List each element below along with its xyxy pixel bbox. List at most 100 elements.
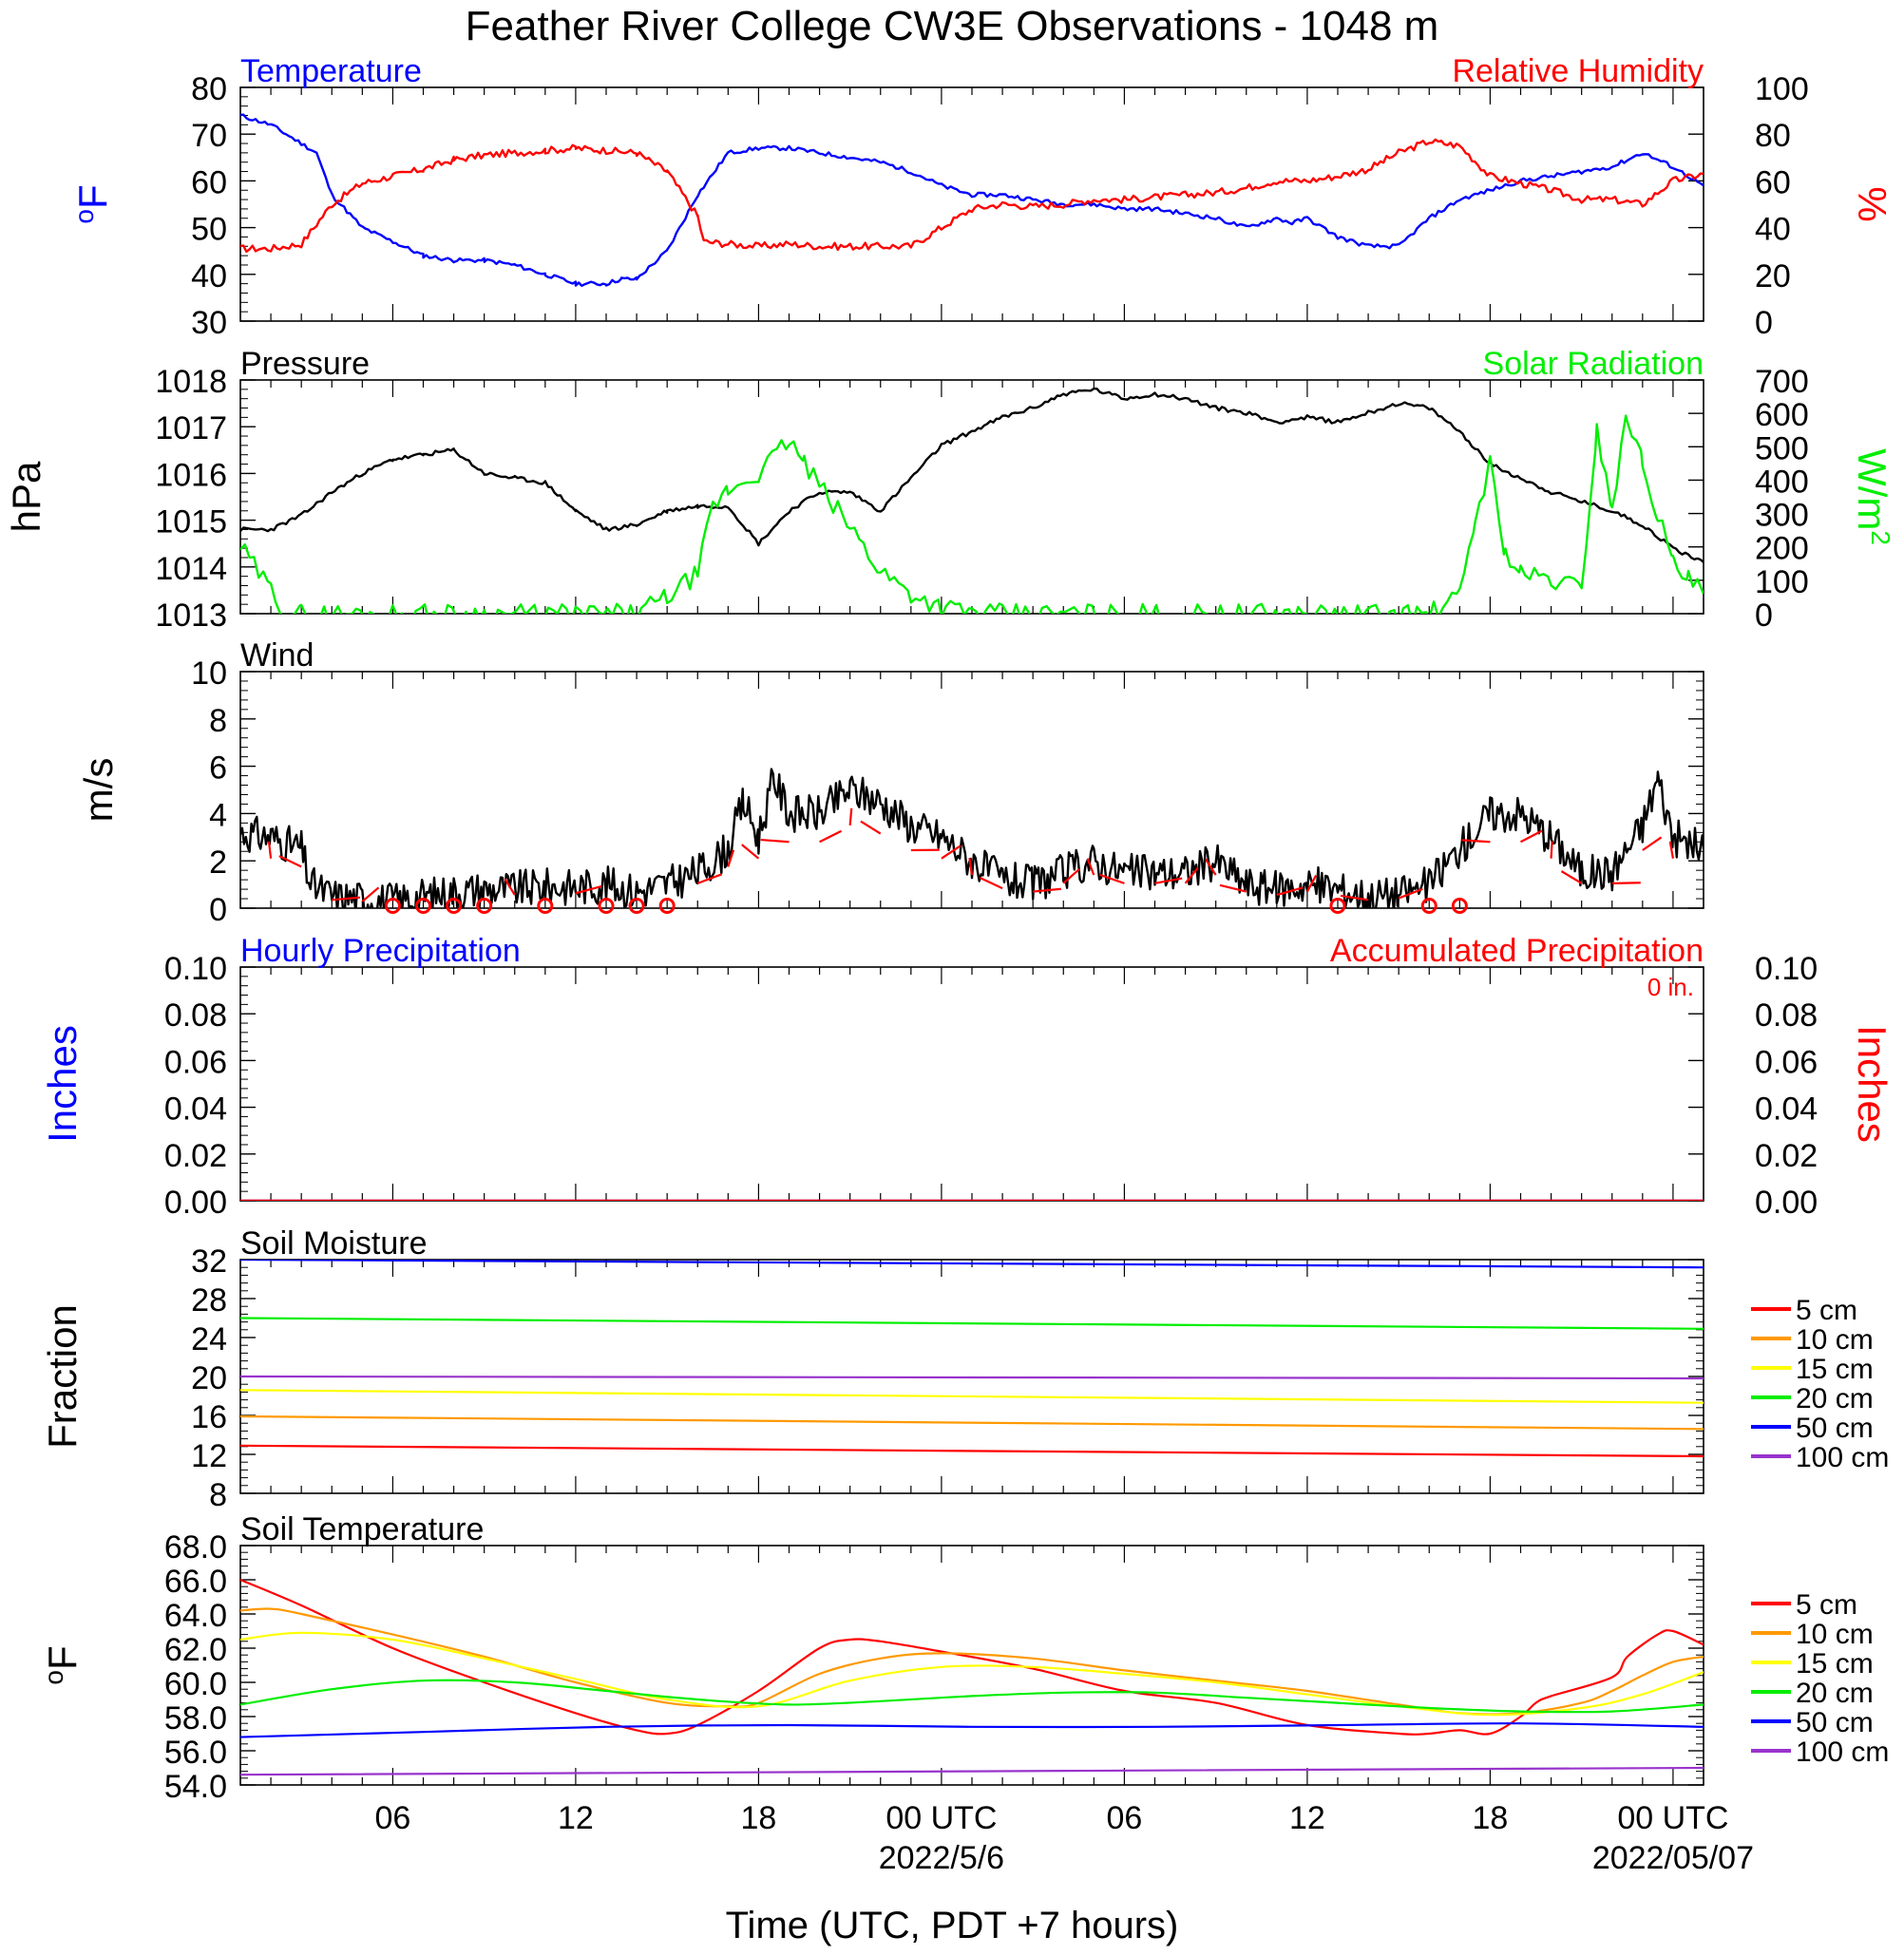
y-left-tick-label: 80 bbox=[191, 71, 227, 107]
series-line-relative-humidity bbox=[240, 138, 1704, 254]
y-right-tick-label: 600 bbox=[1755, 397, 1809, 433]
series-group bbox=[240, 768, 1704, 908]
x-tick-label: 12 bbox=[558, 1800, 594, 1836]
wind-barb bbox=[941, 845, 962, 860]
y-right-tick-label: 0 bbox=[1755, 305, 1773, 341]
legend-label: 100 cm bbox=[1796, 1737, 1889, 1768]
x-tick-label: 18 bbox=[741, 1800, 777, 1836]
wind-barb bbox=[1340, 894, 1369, 902]
y-left-tick-label: 2 bbox=[209, 845, 227, 881]
series-line-15-cm bbox=[240, 1631, 1704, 1717]
panel-title-left: Soil Temperature bbox=[240, 1511, 484, 1547]
accumulated-precip-total: 0 in. bbox=[1647, 973, 1694, 1001]
series-line-50-cm bbox=[240, 1722, 1704, 1738]
wind-barb bbox=[1062, 868, 1080, 884]
y-left-tick-label: 20 bbox=[191, 1360, 227, 1396]
calm-wind-marker bbox=[537, 898, 554, 915]
legend-label: 10 cm bbox=[1796, 1619, 1874, 1650]
wind-barb bbox=[332, 896, 361, 902]
calm-wind-marker bbox=[598, 898, 615, 915]
calm-wind-marker bbox=[1420, 898, 1438, 915]
y-left-tick-label: 12 bbox=[191, 1438, 227, 1474]
series-line-5-cm bbox=[240, 1444, 1704, 1458]
y-left-tick-label: 68.0 bbox=[164, 1529, 227, 1566]
panel-frame bbox=[239, 86, 1704, 322]
wind-barb bbox=[741, 844, 760, 860]
y-right-axis-label: Inches bbox=[1850, 1025, 1894, 1143]
wind-barb bbox=[575, 884, 602, 895]
y-right-tick-label: 0.04 bbox=[1755, 1091, 1818, 1128]
series-group bbox=[240, 1260, 1704, 1458]
wind-barb bbox=[267, 841, 273, 859]
y-left-tick-label: 60 bbox=[191, 164, 227, 200]
y-left-tick-label: 64.0 bbox=[164, 1598, 227, 1634]
wind-barb bbox=[1099, 873, 1125, 884]
calm-wind-marker bbox=[476, 898, 493, 915]
wind-barb bbox=[860, 820, 882, 835]
chart-title: Feather River College CW3E Observations … bbox=[466, 3, 1439, 49]
y-left-tick-label: 1014 bbox=[155, 551, 227, 587]
panel-frame bbox=[239, 966, 1704, 1202]
calm-wind-marker bbox=[384, 898, 401, 915]
legend-label: 50 cm bbox=[1796, 1707, 1874, 1738]
y-left-axis-label: oF bbox=[39, 1645, 85, 1684]
wind-barb bbox=[696, 873, 723, 884]
wind-barb bbox=[1461, 839, 1491, 844]
legend-label: 15 cm bbox=[1796, 1648, 1874, 1680]
y-right-tick-label: 700 bbox=[1755, 364, 1809, 400]
y-left-tick-label: 54.0 bbox=[164, 1769, 227, 1805]
y-right-tick-label: 500 bbox=[1755, 430, 1809, 466]
wind-barb bbox=[1276, 886, 1304, 897]
y-left-tick-label: 56.0 bbox=[164, 1735, 227, 1771]
wind-barb bbox=[1204, 858, 1217, 876]
wind-barb bbox=[361, 886, 380, 902]
legend-label: 10 cm bbox=[1796, 1324, 1874, 1356]
wind-barb bbox=[1086, 858, 1095, 876]
series-group bbox=[240, 113, 1704, 287]
panel-title-right: Solar Radiation bbox=[1483, 346, 1704, 382]
y-left-tick-label: 40 bbox=[191, 258, 227, 294]
panel-precipitation: 0.00 0.02 0.04 0.06 0.08 0.10 0.00 0.02 0.04 0.06… bbox=[40, 933, 1894, 1221]
legend-label: 20 cm bbox=[1796, 1678, 1874, 1709]
y-right-tick-label: 0.10 bbox=[1755, 951, 1818, 987]
wind-barb bbox=[278, 855, 302, 868]
y-right-tick-label: 0.08 bbox=[1755, 997, 1818, 1034]
series-line-50-cm bbox=[240, 1260, 1704, 1269]
y-left-tick-label: 30 bbox=[191, 305, 227, 341]
series-line-20-cm bbox=[240, 1679, 1704, 1714]
x-tick-label: 12 bbox=[1289, 1800, 1325, 1836]
wind-barb bbox=[848, 807, 853, 826]
panel-title-left: Wind bbox=[240, 637, 314, 674]
y-right-tick-label: 0 bbox=[1755, 598, 1773, 634]
y-left-tick-label: 32 bbox=[191, 1243, 227, 1280]
calm-wind-marker bbox=[658, 898, 676, 915]
y-left-tick-label: 0.00 bbox=[164, 1185, 227, 1221]
y-right-tick-label: 200 bbox=[1755, 531, 1809, 567]
x-date-label: 2022/5/6 bbox=[879, 1840, 1004, 1876]
wind-barb bbox=[979, 877, 1003, 890]
y-left-tick-label: 0.06 bbox=[164, 1044, 227, 1080]
panel-title-left: Hourly Precipitation bbox=[240, 933, 521, 969]
x-tick-label: 18 bbox=[1473, 1800, 1509, 1836]
y-right-tick-label: 400 bbox=[1755, 464, 1809, 500]
y-left-tick-label: 24 bbox=[191, 1321, 227, 1357]
y-left-axis-label: Fraction bbox=[40, 1304, 85, 1449]
x-axis-label: Time (UTC, PDT +7 hours) bbox=[726, 1905, 1179, 1946]
series-line-100-cm bbox=[240, 1766, 1704, 1776]
y-right-tick-label: 300 bbox=[1755, 498, 1809, 534]
panel-soil-temperature: 54.056.058.060.062.064.066.068.0 Soil Tem… bbox=[39, 1511, 1889, 1805]
wind-barb bbox=[968, 858, 974, 876]
y-right-tick-label: 0.06 bbox=[1755, 1044, 1818, 1080]
calm-wind-marker bbox=[628, 898, 645, 915]
y-left-tick-label: 16 bbox=[191, 1399, 227, 1435]
x-tick-label: 00 UTC bbox=[885, 1800, 997, 1836]
y-left-tick-label: 4 bbox=[209, 797, 227, 833]
y-left-tick-label: 8 bbox=[209, 703, 227, 739]
legend-label: 5 cm bbox=[1796, 1589, 1857, 1621]
panel-pressure-solar: 1013 1014 1015 1016 1017 1018 0100200300400500… bbox=[4, 346, 1895, 634]
y-left-tick-label: 6 bbox=[209, 750, 227, 787]
